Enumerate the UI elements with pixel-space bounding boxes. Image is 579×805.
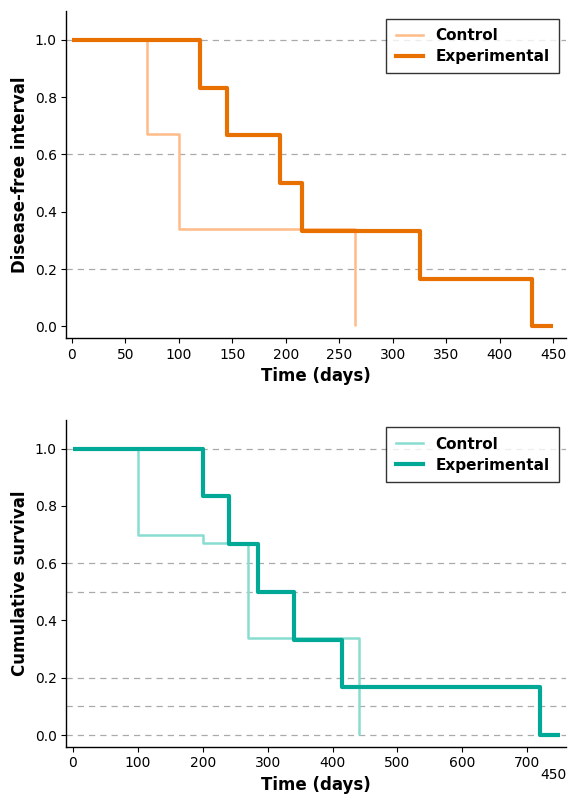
Legend: Control, Experimental: Control, Experimental xyxy=(386,427,559,482)
X-axis label: Time (days): Time (days) xyxy=(262,776,371,794)
Legend: Control, Experimental: Control, Experimental xyxy=(386,19,559,73)
Y-axis label: Cumulative survival: Cumulative survival xyxy=(11,490,29,676)
X-axis label: Time (days): Time (days) xyxy=(262,367,371,385)
Text: 450: 450 xyxy=(540,768,566,782)
Y-axis label: Disease-free interval: Disease-free interval xyxy=(11,76,29,273)
